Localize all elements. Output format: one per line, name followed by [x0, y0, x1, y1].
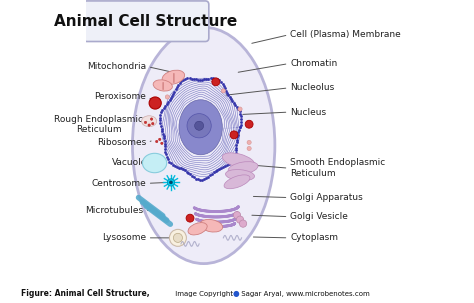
Circle shape: [233, 157, 241, 165]
Text: Cytoplasm: Cytoplasm: [290, 233, 338, 242]
Circle shape: [247, 146, 251, 151]
Text: Nucleolus: Nucleolus: [290, 83, 334, 92]
Text: Cell (Plasma) Membrane: Cell (Plasma) Membrane: [290, 30, 401, 39]
Circle shape: [186, 214, 194, 222]
Text: Golgi Apparatus: Golgi Apparatus: [290, 193, 363, 202]
Circle shape: [144, 121, 147, 124]
Circle shape: [173, 233, 182, 242]
Circle shape: [238, 107, 242, 111]
Circle shape: [233, 211, 241, 219]
Text: Sagar Aryal, www.microbenotes.com: Sagar Aryal, www.microbenotes.com: [239, 291, 370, 297]
Text: Figure: Animal Cell Structure,: Figure: Animal Cell Structure,: [21, 289, 150, 298]
Ellipse shape: [162, 70, 185, 84]
Circle shape: [187, 114, 211, 138]
Circle shape: [167, 179, 174, 186]
Circle shape: [247, 140, 251, 145]
Ellipse shape: [143, 153, 167, 173]
Circle shape: [165, 95, 169, 99]
Ellipse shape: [153, 80, 173, 91]
Text: Peroxisome: Peroxisome: [94, 92, 146, 102]
Circle shape: [221, 89, 226, 93]
Circle shape: [150, 118, 153, 120]
Text: Rough Endoplasmic
Reticulum: Rough Endoplasmic Reticulum: [54, 115, 143, 134]
Ellipse shape: [222, 153, 255, 168]
Text: Mitochondria: Mitochondria: [87, 62, 146, 71]
Circle shape: [212, 78, 220, 86]
Text: Ribosomes: Ribosomes: [97, 138, 146, 147]
Circle shape: [169, 229, 186, 246]
Text: Vacuole: Vacuole: [112, 158, 147, 167]
Ellipse shape: [226, 170, 255, 181]
Circle shape: [230, 131, 238, 139]
Ellipse shape: [179, 100, 222, 155]
Text: Nucleus: Nucleus: [290, 108, 326, 117]
Ellipse shape: [228, 161, 258, 175]
Text: Image Copyright: Image Copyright: [173, 291, 236, 297]
Text: Lysosome: Lysosome: [102, 233, 146, 242]
Text: Golgi Vesicle: Golgi Vesicle: [290, 212, 348, 221]
Circle shape: [195, 121, 204, 130]
Text: Animal Cell Structure: Animal Cell Structure: [55, 14, 238, 29]
Ellipse shape: [224, 175, 250, 189]
Circle shape: [148, 124, 150, 126]
Text: Smooth Endoplasmic
Reticulum: Smooth Endoplasmic Reticulum: [290, 158, 385, 178]
Text: Centrosome: Centrosome: [91, 179, 146, 188]
FancyBboxPatch shape: [83, 1, 209, 42]
Circle shape: [149, 97, 161, 109]
Circle shape: [237, 216, 244, 223]
Text: ●: ●: [232, 289, 239, 298]
Circle shape: [152, 122, 154, 125]
Circle shape: [169, 181, 173, 184]
Ellipse shape: [142, 116, 157, 127]
Text: Chromatin: Chromatin: [290, 59, 337, 68]
Circle shape: [239, 220, 246, 227]
Circle shape: [155, 140, 158, 143]
Ellipse shape: [132, 27, 275, 264]
Circle shape: [245, 120, 253, 128]
Text: Microtubules: Microtubules: [85, 206, 143, 215]
Circle shape: [161, 142, 163, 145]
Ellipse shape: [188, 223, 207, 235]
Ellipse shape: [200, 219, 223, 232]
Circle shape: [158, 138, 161, 141]
